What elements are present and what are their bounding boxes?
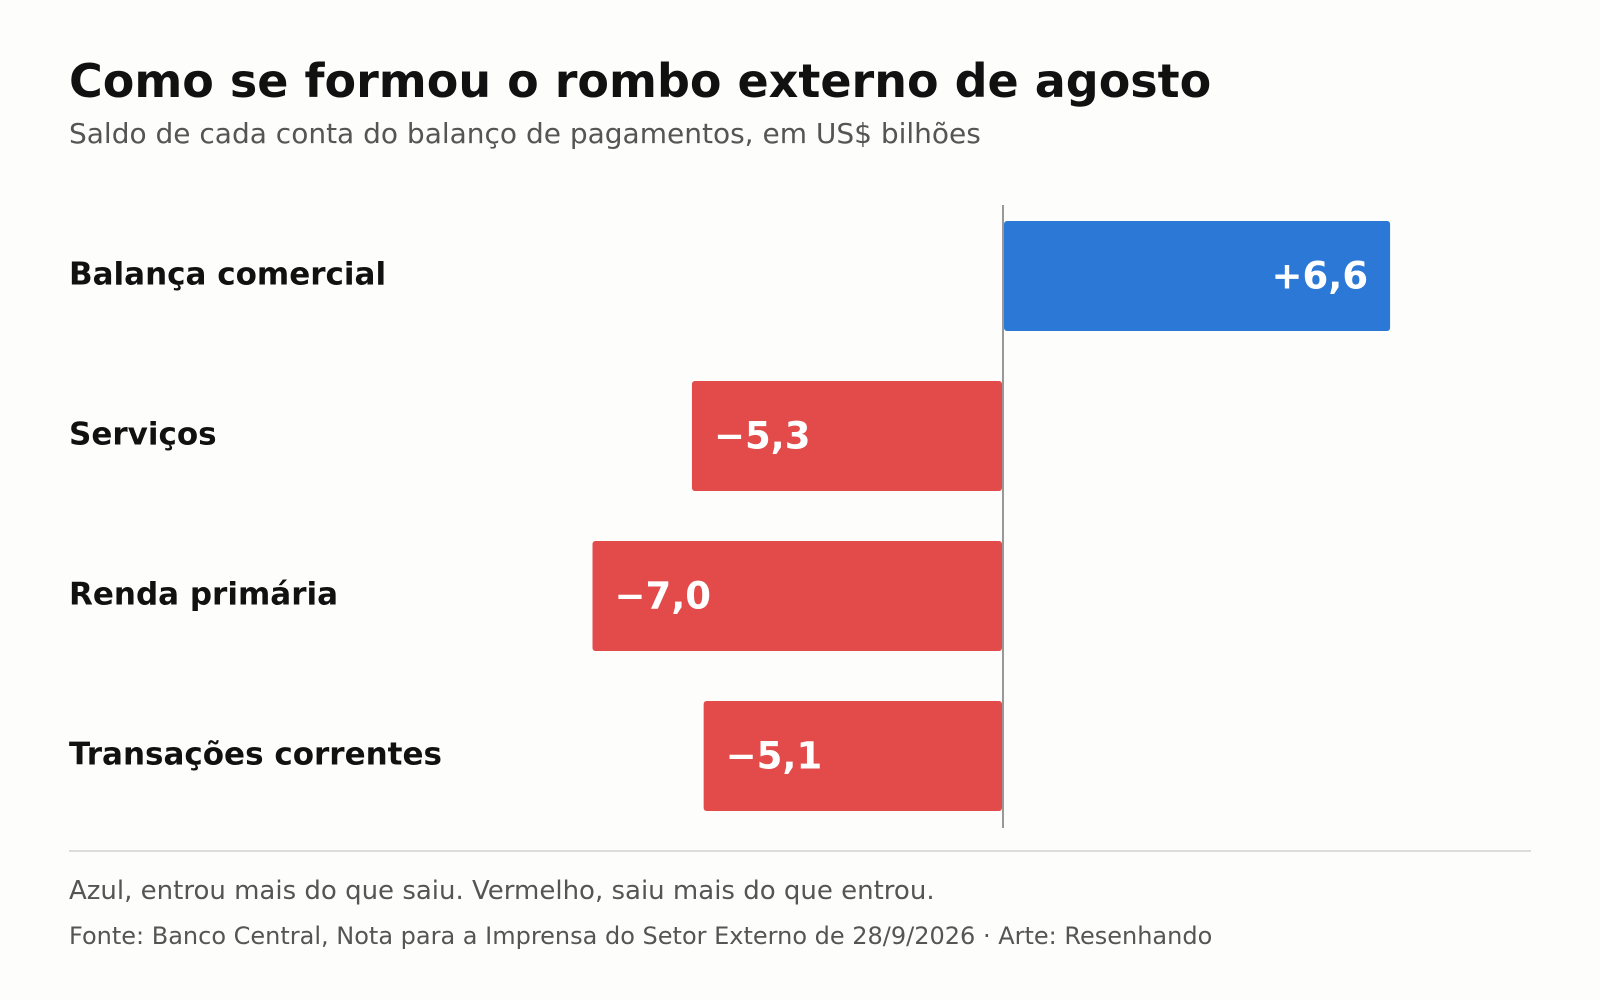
color-legend-note: Azul, entrou mais do que saiu. Vermelho,…: [69, 876, 935, 906]
category-label-servicos: Serviços: [69, 417, 217, 453]
value-label-servicos: −5,3: [714, 415, 811, 458]
bar-balanca-comercial: [1004, 221, 1391, 331]
value-label-transacoes-correntes: −5,1: [726, 735, 823, 778]
chart-title: Como se formou o rombo externo de agosto: [69, 54, 1212, 108]
bar-renda-primaria: [592, 541, 1002, 651]
bar-transacoes-correntes: [703, 701, 1002, 811]
value-label-balanca-comercial: +6,6: [1272, 255, 1369, 298]
bar-chart: Balança comercial +6,6 Serviços −5,3 Renda p…: [69, 205, 1391, 828]
category-label-renda-primaria: Renda primária: [69, 577, 338, 613]
chart-subtitle: Saldo de cada conta do balanço de pagame…: [69, 117, 981, 150]
category-label-transacoes-correntes: Transações correntes: [69, 737, 442, 773]
footer-divider: [69, 850, 1531, 852]
category-label-balanca-comercial: Balança comercial: [69, 257, 386, 293]
source-credit: Fonte: Banco Central, Nota para a Impren…: [69, 922, 1213, 950]
bar-servicos: [691, 381, 1002, 491]
value-label-renda-primaria: −7,0: [615, 575, 712, 618]
